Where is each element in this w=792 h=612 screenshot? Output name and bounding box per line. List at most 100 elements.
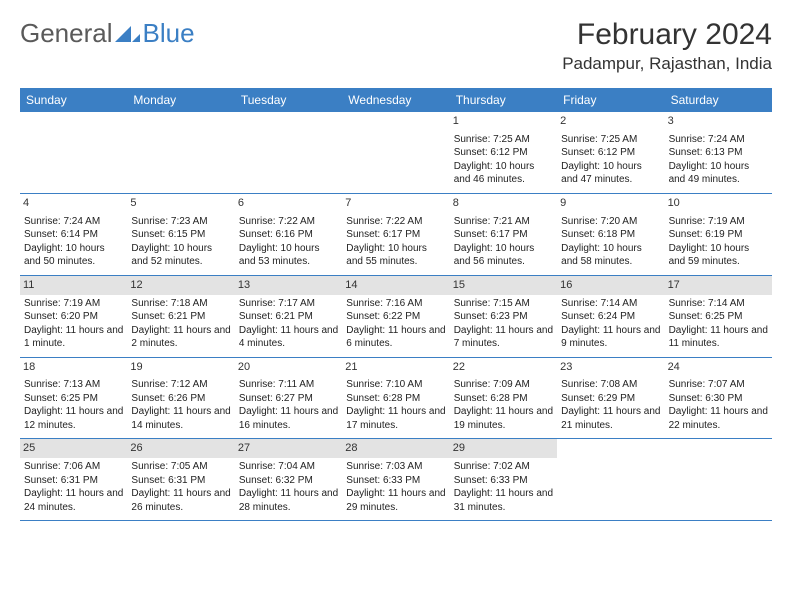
day-number: 19	[127, 358, 234, 377]
day-info: Sunrise: 7:21 AMSunset: 6:17 PMDaylight:…	[454, 215, 553, 269]
day-cell: 17Sunrise: 7:14 AMSunset: 6:25 PMDayligh…	[665, 276, 772, 357]
day-info: Sunrise: 7:24 AMSunset: 6:14 PMDaylight:…	[24, 215, 123, 269]
day-info: Sunrise: 7:07 AMSunset: 6:30 PMDaylight:…	[669, 378, 768, 432]
day-number: 3	[665, 112, 772, 131]
day-number: 21	[342, 358, 449, 377]
day-info: Sunrise: 7:20 AMSunset: 6:18 PMDaylight:…	[561, 215, 660, 269]
day-header-cell: Friday	[557, 88, 664, 112]
day-cell: 15Sunrise: 7:15 AMSunset: 6:23 PMDayligh…	[450, 276, 557, 357]
day-info: Sunrise: 7:17 AMSunset: 6:21 PMDaylight:…	[239, 297, 338, 351]
day-header-cell: Sunday	[20, 88, 127, 112]
day-number: 27	[235, 439, 342, 458]
day-cell: 25 Sunrise: 7:06 AMSunset: 6:31 PMDayligh…	[20, 439, 127, 520]
day-info: Sunrise: 7:08 AMSunset: 6:29 PMDaylight:…	[561, 378, 660, 432]
day-cell: 26 Sunrise: 7:05 AMSunset: 6:31 PMDayligh…	[127, 439, 234, 520]
day-header-row: SundayMondayTuesdayWednesdayThursdayFrid…	[20, 88, 772, 112]
day-number: 23	[557, 358, 664, 377]
week-row: 1Sunrise: 7:25 AMSunset: 6:12 PMDaylight…	[20, 112, 772, 194]
day-number: 29	[450, 439, 557, 458]
day-cell: 29 Sunrise: 7:02 AMSunset: 6:33 PMDayligh…	[450, 439, 557, 520]
empty-cell	[127, 112, 234, 193]
day-number: 13	[235, 276, 342, 295]
day-cell: 28 Sunrise: 7:03 AMSunset: 6:33 PMDayligh…	[342, 439, 449, 520]
logo-text-blue: Blue	[143, 18, 195, 49]
day-info: Sunrise: 7:09 AMSunset: 6:28 PMDaylight:…	[454, 378, 553, 432]
week-row: 4 Sunrise: 7:24 AMSunset: 6:14 PMDaylight…	[20, 194, 772, 276]
day-info: Sunrise: 7:14 AMSunset: 6:24 PMDaylight:…	[561, 297, 660, 351]
day-info: Sunrise: 7:25 AMSunset: 6:12 PMDaylight:…	[561, 133, 660, 187]
location: Padampur, Rajasthan, India	[562, 54, 772, 74]
day-cell: 13 Sunrise: 7:17 AMSunset: 6:21 PMDayligh…	[235, 276, 342, 357]
day-cell: 19Sunrise: 7:12 AMSunset: 6:26 PMDayligh…	[127, 358, 234, 439]
day-number: 25	[20, 439, 127, 458]
day-info: Sunrise: 7:19 AMSunset: 6:19 PMDaylight:…	[669, 215, 768, 269]
title-block: February 2024 Padampur, Rajasthan, India	[562, 18, 772, 74]
day-info: Sunrise: 7:02 AMSunset: 6:33 PMDaylight:…	[454, 460, 553, 514]
day-cell: 21Sunrise: 7:10 AMSunset: 6:28 PMDayligh…	[342, 358, 449, 439]
day-number: 28	[342, 439, 449, 458]
day-cell: 2 Sunrise: 7:25 AMSunset: 6:12 PMDaylight…	[557, 112, 664, 193]
day-number: 9	[557, 194, 664, 213]
day-number: 6	[235, 194, 342, 213]
day-info: Sunrise: 7:22 AMSunset: 6:17 PMDaylight:…	[346, 215, 445, 269]
day-cell: 14 Sunrise: 7:16 AMSunset: 6:22 PMDayligh…	[342, 276, 449, 357]
week-row: 11 Sunrise: 7:19 AMSunset: 6:20 PMDayligh…	[20, 276, 772, 358]
day-header-cell: Thursday	[450, 88, 557, 112]
day-number: 8	[450, 194, 557, 213]
day-number: 12	[127, 276, 234, 295]
day-cell: 6 Sunrise: 7:22 AMSunset: 6:16 PMDaylight…	[235, 194, 342, 275]
day-info: Sunrise: 7:06 AMSunset: 6:31 PMDaylight:…	[24, 460, 123, 514]
day-info: Sunrise: 7:05 AMSunset: 6:31 PMDaylight:…	[131, 460, 230, 514]
day-number: 24	[665, 358, 772, 377]
day-info: Sunrise: 7:03 AMSunset: 6:33 PMDaylight:…	[346, 460, 445, 514]
day-info: Sunrise: 7:24 AMSunset: 6:13 PMDaylight:…	[669, 133, 768, 187]
header: General Blue February 2024 Padampur, Raj…	[20, 18, 772, 74]
day-info: Sunrise: 7:16 AMSunset: 6:22 PMDaylight:…	[346, 297, 445, 351]
day-header-cell: Monday	[127, 88, 234, 112]
day-header-cell: Tuesday	[235, 88, 342, 112]
day-cell: 16 Sunrise: 7:14 AMSunset: 6:24 PMDayligh…	[557, 276, 664, 357]
day-info: Sunrise: 7:19 AMSunset: 6:20 PMDaylight:…	[24, 297, 123, 351]
day-number: 4	[20, 194, 127, 213]
day-number: 14	[342, 276, 449, 295]
day-cell: 12 Sunrise: 7:18 AMSunset: 6:21 PMDayligh…	[127, 276, 234, 357]
empty-cell	[665, 439, 772, 520]
day-cell: 11 Sunrise: 7:19 AMSunset: 6:20 PMDayligh…	[20, 276, 127, 357]
empty-cell	[235, 112, 342, 193]
day-number: 16	[557, 276, 664, 295]
day-number: 15	[450, 276, 557, 295]
logo: General Blue	[20, 18, 195, 49]
day-info: Sunrise: 7:12 AMSunset: 6:26 PMDaylight:…	[131, 378, 230, 432]
day-info: Sunrise: 7:11 AMSunset: 6:27 PMDaylight:…	[239, 378, 338, 432]
day-info: Sunrise: 7:04 AMSunset: 6:32 PMDaylight:…	[239, 460, 338, 514]
calendar: SundayMondayTuesdayWednesdayThursdayFrid…	[20, 88, 772, 521]
day-cell: 3 Sunrise: 7:24 AMSunset: 6:13 PMDaylight…	[665, 112, 772, 193]
day-number: 10	[665, 194, 772, 213]
day-info: Sunrise: 7:13 AMSunset: 6:25 PMDaylight:…	[24, 378, 123, 432]
day-info: Sunrise: 7:22 AMSunset: 6:16 PMDaylight:…	[239, 215, 338, 269]
day-cell: 4 Sunrise: 7:24 AMSunset: 6:14 PMDaylight…	[20, 194, 127, 275]
empty-cell	[20, 112, 127, 193]
day-number: 26	[127, 439, 234, 458]
day-cell: 7 Sunrise: 7:22 AMSunset: 6:17 PMDaylight…	[342, 194, 449, 275]
day-number: 7	[342, 194, 449, 213]
day-number: 2	[557, 112, 664, 131]
day-info: Sunrise: 7:25 AMSunset: 6:12 PMDaylight:…	[454, 133, 553, 187]
month-title: February 2024	[562, 18, 772, 52]
empty-cell	[342, 112, 449, 193]
day-number: 22	[450, 358, 557, 377]
day-info: Sunrise: 7:10 AMSunset: 6:28 PMDaylight:…	[346, 378, 445, 432]
day-cell: 24Sunrise: 7:07 AMSunset: 6:30 PMDayligh…	[665, 358, 772, 439]
day-info: Sunrise: 7:23 AMSunset: 6:15 PMDaylight:…	[131, 215, 230, 269]
day-cell: 10 Sunrise: 7:19 AMSunset: 6:19 PMDayligh…	[665, 194, 772, 275]
day-cell: 27 Sunrise: 7:04 AMSunset: 6:32 PMDayligh…	[235, 439, 342, 520]
day-cell: 18Sunrise: 7:13 AMSunset: 6:25 PMDayligh…	[20, 358, 127, 439]
day-number: 11	[20, 276, 127, 295]
logo-triangle-icon	[115, 24, 141, 44]
empty-cell	[557, 439, 664, 520]
day-header-cell: Saturday	[665, 88, 772, 112]
day-cell: 1Sunrise: 7:25 AMSunset: 6:12 PMDaylight…	[450, 112, 557, 193]
day-info: Sunrise: 7:14 AMSunset: 6:25 PMDaylight:…	[669, 297, 768, 351]
day-cell: 5Sunrise: 7:23 AMSunset: 6:15 PMDaylight…	[127, 194, 234, 275]
day-info: Sunrise: 7:18 AMSunset: 6:21 PMDaylight:…	[131, 297, 230, 351]
